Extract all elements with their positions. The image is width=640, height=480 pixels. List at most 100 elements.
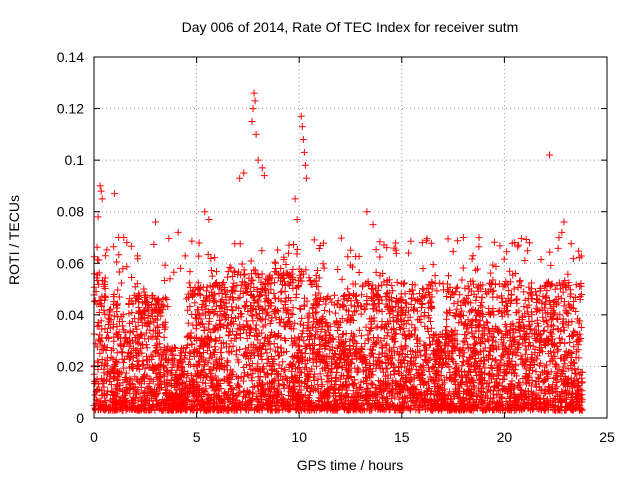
data-point xyxy=(492,356,500,364)
data-point xyxy=(226,263,234,271)
data-point xyxy=(271,294,279,302)
data-point xyxy=(539,313,547,321)
data-point xyxy=(372,268,380,276)
data-point xyxy=(365,336,373,344)
data-point xyxy=(562,283,570,291)
data-point xyxy=(522,346,530,354)
data-point xyxy=(470,383,478,391)
data-point xyxy=(208,272,216,280)
data-point xyxy=(203,347,211,355)
data-point xyxy=(277,288,285,296)
data-point xyxy=(109,345,117,353)
data-point xyxy=(295,343,303,351)
data-point xyxy=(281,287,289,295)
data-point xyxy=(382,300,390,308)
data-point xyxy=(355,268,363,276)
data-point xyxy=(395,395,403,403)
data-point xyxy=(472,293,480,301)
data-point xyxy=(248,311,256,319)
data-point xyxy=(574,365,582,373)
data-point xyxy=(150,240,158,248)
data-point xyxy=(110,243,118,251)
data-point xyxy=(186,348,194,356)
data-point xyxy=(177,264,185,272)
data-point xyxy=(163,295,171,303)
data-point xyxy=(550,349,558,357)
data-point xyxy=(416,362,424,370)
data-point xyxy=(377,324,385,332)
data-point xyxy=(524,294,532,302)
data-point xyxy=(239,289,247,297)
data-point xyxy=(545,296,553,304)
data-point xyxy=(347,261,355,269)
data-point xyxy=(241,302,249,310)
data-point xyxy=(406,357,414,365)
data-point xyxy=(419,361,427,369)
data-point xyxy=(210,325,218,333)
data-point xyxy=(258,270,266,278)
data-point xyxy=(489,276,497,284)
data-point xyxy=(247,257,255,265)
data-point xyxy=(257,316,265,324)
data-point xyxy=(472,266,480,274)
data-point xyxy=(454,237,462,245)
data-point xyxy=(372,323,380,331)
data-point xyxy=(524,247,532,255)
data-point xyxy=(376,272,384,280)
data-point xyxy=(427,239,435,247)
data-point xyxy=(358,401,366,409)
data-point xyxy=(199,349,207,357)
data-point xyxy=(290,241,298,249)
data-point xyxy=(101,310,109,318)
data-point xyxy=(241,270,249,278)
data-point xyxy=(452,284,460,292)
data-point xyxy=(401,311,409,319)
data-point xyxy=(490,238,498,246)
data-point xyxy=(343,317,351,325)
data-point xyxy=(443,323,451,331)
data-point xyxy=(298,329,306,337)
data-point xyxy=(97,317,105,325)
data-point xyxy=(311,335,319,343)
data-point xyxy=(485,348,493,356)
data-point xyxy=(554,326,562,334)
data-point xyxy=(337,234,345,242)
data-point xyxy=(244,343,252,351)
data-point xyxy=(338,315,346,323)
data-point xyxy=(444,235,452,243)
data-point xyxy=(224,268,232,276)
data-point xyxy=(402,335,410,343)
data-point xyxy=(227,264,235,272)
data-point xyxy=(95,256,103,264)
data-point xyxy=(285,249,293,257)
data-point xyxy=(398,349,406,357)
data-point xyxy=(258,247,266,255)
data-point xyxy=(359,283,367,291)
data-point xyxy=(378,358,386,366)
data-point xyxy=(242,317,250,325)
data-point xyxy=(279,381,287,389)
data-point xyxy=(252,321,260,329)
data-point xyxy=(95,322,103,330)
data-point xyxy=(98,356,106,364)
data-point xyxy=(196,285,204,293)
data-point xyxy=(281,365,289,373)
data-point xyxy=(468,255,476,263)
data-point xyxy=(114,286,122,294)
data-point xyxy=(200,326,208,334)
data-point xyxy=(170,268,178,276)
data-point xyxy=(253,344,261,352)
data-point xyxy=(555,234,563,242)
data-point xyxy=(186,268,194,276)
data-point xyxy=(115,268,123,276)
data-point xyxy=(357,310,365,318)
data-point xyxy=(575,354,583,362)
data-point xyxy=(289,311,297,319)
data-point xyxy=(166,275,174,283)
data-point xyxy=(224,378,232,386)
data-point xyxy=(358,291,366,299)
data-point xyxy=(316,340,324,348)
data-point xyxy=(112,356,120,364)
data-point xyxy=(542,309,550,317)
data-point xyxy=(233,347,241,355)
